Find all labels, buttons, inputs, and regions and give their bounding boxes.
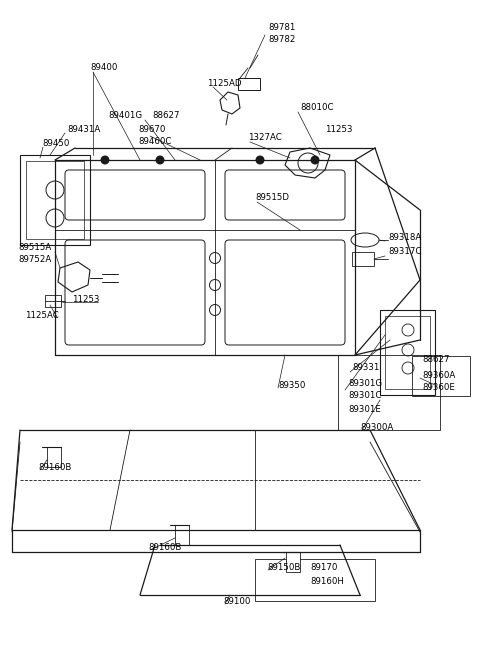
Text: 88627: 88627 [152, 111, 180, 121]
Bar [238, 78, 260, 90]
Bar [352, 252, 374, 266]
Text: 89160B: 89160B [38, 464, 72, 472]
Text: 89752A: 89752A [18, 255, 51, 265]
Text: 89318A: 89318A [388, 233, 421, 242]
Text: 89431A: 89431A [67, 126, 100, 134]
Text: 1125AC: 1125AC [25, 310, 59, 320]
Text: 89460C: 89460C [138, 138, 171, 147]
Bar [20, 155, 90, 245]
Text: 89350: 89350 [278, 381, 305, 390]
Text: 89360E: 89360E [422, 383, 455, 392]
Bar [412, 356, 470, 396]
Text: 89360A: 89360A [422, 371, 455, 379]
Text: 89160B: 89160B [148, 544, 181, 553]
Text: 11253: 11253 [325, 126, 352, 134]
Text: 89160H: 89160H [310, 576, 344, 586]
Text: 89301G: 89301G [348, 379, 382, 388]
Text: 89450: 89450 [42, 138, 70, 147]
Bar [45, 295, 61, 307]
Bar [255, 559, 375, 601]
Circle shape [100, 155, 109, 164]
Text: 89300A: 89300A [360, 424, 393, 432]
Text: 89317C: 89317C [388, 248, 421, 257]
Bar [385, 316, 430, 389]
Text: 89670: 89670 [138, 126, 166, 134]
Circle shape [255, 155, 264, 164]
Bar [47, 447, 61, 467]
Text: 89150B: 89150B [267, 563, 300, 572]
Bar [286, 552, 300, 572]
Bar [26, 161, 84, 239]
Text: 89331: 89331 [352, 364, 379, 373]
Text: 89301E: 89301E [348, 405, 381, 413]
Text: 89400: 89400 [90, 64, 118, 73]
Circle shape [311, 155, 320, 164]
Circle shape [156, 155, 165, 164]
Text: 89401G: 89401G [108, 111, 142, 121]
Text: 89781: 89781 [268, 24, 295, 33]
Bar [380, 310, 435, 395]
Text: 89515D: 89515D [255, 193, 289, 202]
Text: 89100: 89100 [223, 597, 251, 607]
Text: 89301C: 89301C [348, 392, 382, 400]
Text: 89782: 89782 [268, 35, 295, 45]
Text: 88010C: 88010C [300, 103, 334, 113]
Text: 89170: 89170 [310, 563, 337, 572]
Text: 88627: 88627 [422, 356, 449, 364]
Text: 89515A: 89515A [18, 244, 51, 252]
Bar [175, 525, 189, 545]
Bar [338, 355, 440, 430]
Text: 1327AC: 1327AC [248, 134, 282, 143]
Text: 11253: 11253 [72, 295, 99, 305]
Text: 1125AD: 1125AD [207, 79, 241, 88]
